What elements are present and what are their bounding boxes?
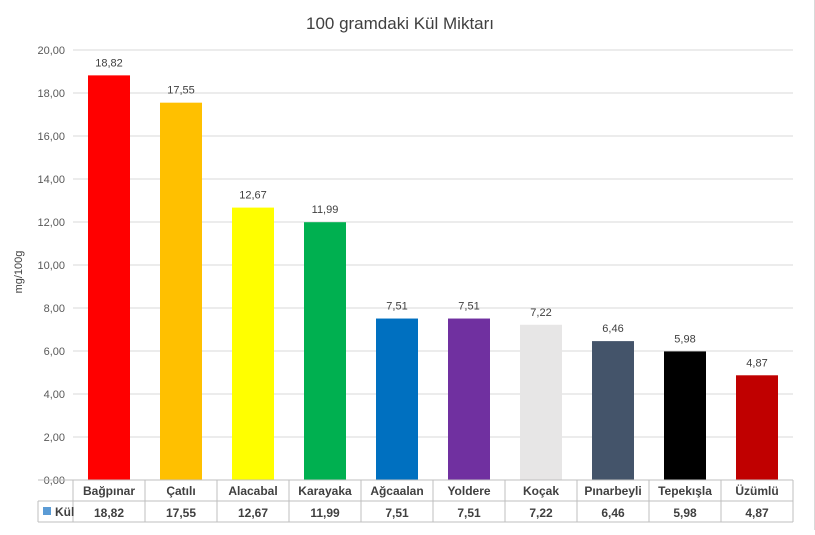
category-label: Çatılı xyxy=(166,484,195,498)
category-label: Tepekışla xyxy=(658,484,712,498)
table-value: 7,51 xyxy=(457,506,481,520)
table-value: 6,46 xyxy=(601,506,625,520)
y-axis-label: mg/100g xyxy=(13,251,25,294)
data-label: 12,67 xyxy=(239,190,267,202)
bar xyxy=(304,222,346,480)
data-labels: 18,82 17,55 12,67 11,99 7,51 7,51 7,22 6,46 5,98… xyxy=(95,57,767,369)
bars xyxy=(88,75,778,481)
chart-title: 100 gramdaki Kül Miktarı xyxy=(306,14,494,33)
table-value: 7,51 xyxy=(385,506,409,520)
y-tick-label: 0,00 xyxy=(44,475,65,487)
data-label: 7,51 xyxy=(386,301,407,313)
legend-key xyxy=(43,507,51,515)
y-tick-label: 12,00 xyxy=(37,217,65,229)
category-label: Ağcaalan xyxy=(370,484,423,498)
bar xyxy=(232,207,274,480)
y-tick-label: 16,00 xyxy=(37,131,65,143)
table-value: 5,98 xyxy=(673,506,697,520)
category-label: Pınarbeyli xyxy=(584,484,641,498)
bar xyxy=(736,375,778,480)
bar xyxy=(448,318,490,480)
category-label: Yoldere xyxy=(447,484,490,498)
table-value: 17,55 xyxy=(166,506,196,520)
table-value: 4,87 xyxy=(745,506,769,520)
data-label: 11,99 xyxy=(312,204,339,216)
table-value: 7,22 xyxy=(529,506,553,520)
series-name: Kül xyxy=(55,505,74,519)
category-label: Karayaka xyxy=(298,484,352,498)
bar xyxy=(376,318,418,480)
table-value: 18,82 xyxy=(94,506,124,520)
data-label: 5,98 xyxy=(674,333,695,345)
data-label: 7,51 xyxy=(458,301,479,313)
data-label: 17,55 xyxy=(167,85,195,97)
y-tick-label: 14,00 xyxy=(37,174,65,186)
y-tick-label: 8,00 xyxy=(44,303,65,315)
y-axis-ticks: 0,00 2,00 4,00 6,00 8,00 10,00 12,00 14,00 16,00… xyxy=(37,45,65,487)
category-label: Alacabal xyxy=(228,484,277,498)
y-tick-label: 18,00 xyxy=(37,88,65,100)
bar xyxy=(160,102,202,481)
data-label: 6,46 xyxy=(602,323,623,335)
data-label: 4,87 xyxy=(746,357,767,369)
category-label: Koçak xyxy=(523,484,559,498)
y-tick-label: 2,00 xyxy=(44,432,65,444)
table-value: 11,99 xyxy=(310,506,340,520)
bar xyxy=(520,324,562,480)
category-label: Üzümlü xyxy=(735,483,778,498)
bar xyxy=(592,341,634,480)
y-tick-label: 20,00 xyxy=(37,45,65,57)
y-tick-label: 10,00 xyxy=(37,260,65,272)
category-label: Bağpınar xyxy=(83,484,135,498)
bar xyxy=(88,75,130,481)
bar xyxy=(664,351,706,480)
data-label: 7,22 xyxy=(530,307,551,319)
table-value: 12,67 xyxy=(238,506,268,520)
data-label: 18,82 xyxy=(95,57,123,69)
y-tick-label: 6,00 xyxy=(44,346,65,358)
data-table: Bağpınar Çatılı Alacabal Karayaka Ağcaalan Yo… xyxy=(37,479,794,523)
y-tick-label: 4,00 xyxy=(44,389,65,401)
